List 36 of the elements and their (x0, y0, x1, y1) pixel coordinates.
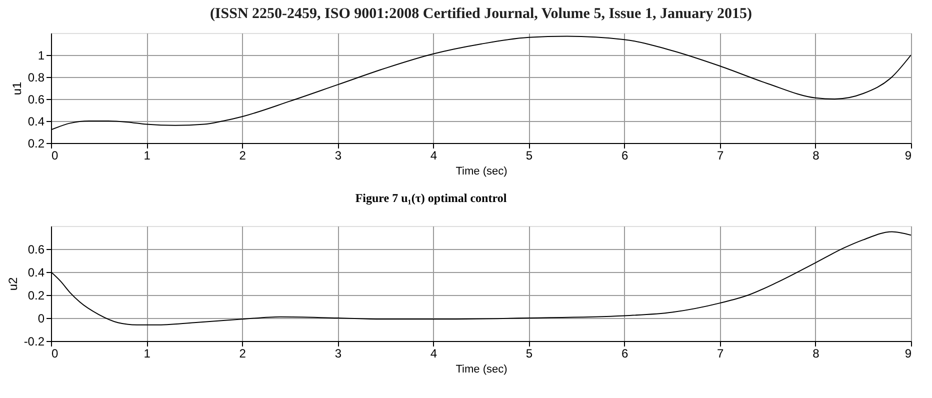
y-axis-title: u1 (10, 82, 24, 96)
x-tick-label: 5 (526, 346, 533, 360)
y-tick-label: 0.8 (28, 70, 45, 84)
x-tick-label: 5 (526, 148, 533, 162)
x-tick-label: 7 (717, 346, 724, 360)
x-axis-title: Time (sec) (456, 166, 508, 178)
x-tick-label: 9 (904, 148, 912, 162)
y-tick-label: 0.2 (28, 136, 45, 150)
x-tick-label: 8 (812, 346, 820, 360)
x-tick-label: 1 (144, 346, 151, 360)
x-tick-label: 9 (904, 346, 912, 360)
y-tick-label: 0.4 (28, 114, 45, 128)
y-axis-title: u2 (6, 277, 20, 291)
y-tick-label: 0 (38, 312, 45, 326)
x-tick-label: 0 (52, 148, 58, 162)
y-tick-label: -0.2 (24, 334, 45, 348)
x-tick-label: 4 (430, 148, 438, 162)
x-tick-label: 2 (239, 148, 246, 162)
y-tick-label: 0.6 (28, 92, 45, 106)
text: (ISSN 2250-2459, ISO 9001:2008 Certified Journal, Volume 5, Issue 1, January 2015) (210, 6, 752, 22)
y-tick-label: 0.2 (28, 288, 45, 302)
x-tick-label: 0 (52, 346, 58, 360)
x-tick-label: 3 (334, 148, 342, 162)
x-tick-label: 6 (621, 148, 628, 162)
x-tick-label: 7 (717, 148, 724, 162)
x-tick-label: 8 (812, 148, 820, 162)
x-tick-label: 6 (621, 346, 628, 360)
x-tick-label: 4 (430, 346, 438, 360)
x-tick-label: 2 (239, 346, 246, 360)
y-tick-label: 1 (38, 48, 45, 62)
y-tick-label: 0.4 (28, 266, 45, 280)
y-tick-label: 0.6 (28, 242, 45, 256)
x-tick-label: 1 (144, 148, 151, 162)
x-axis-title: Time (sec) (456, 364, 508, 376)
x-tick-label: 3 (334, 346, 342, 360)
caption: Figure 7 u₁(τ) optimal control (355, 191, 508, 205)
